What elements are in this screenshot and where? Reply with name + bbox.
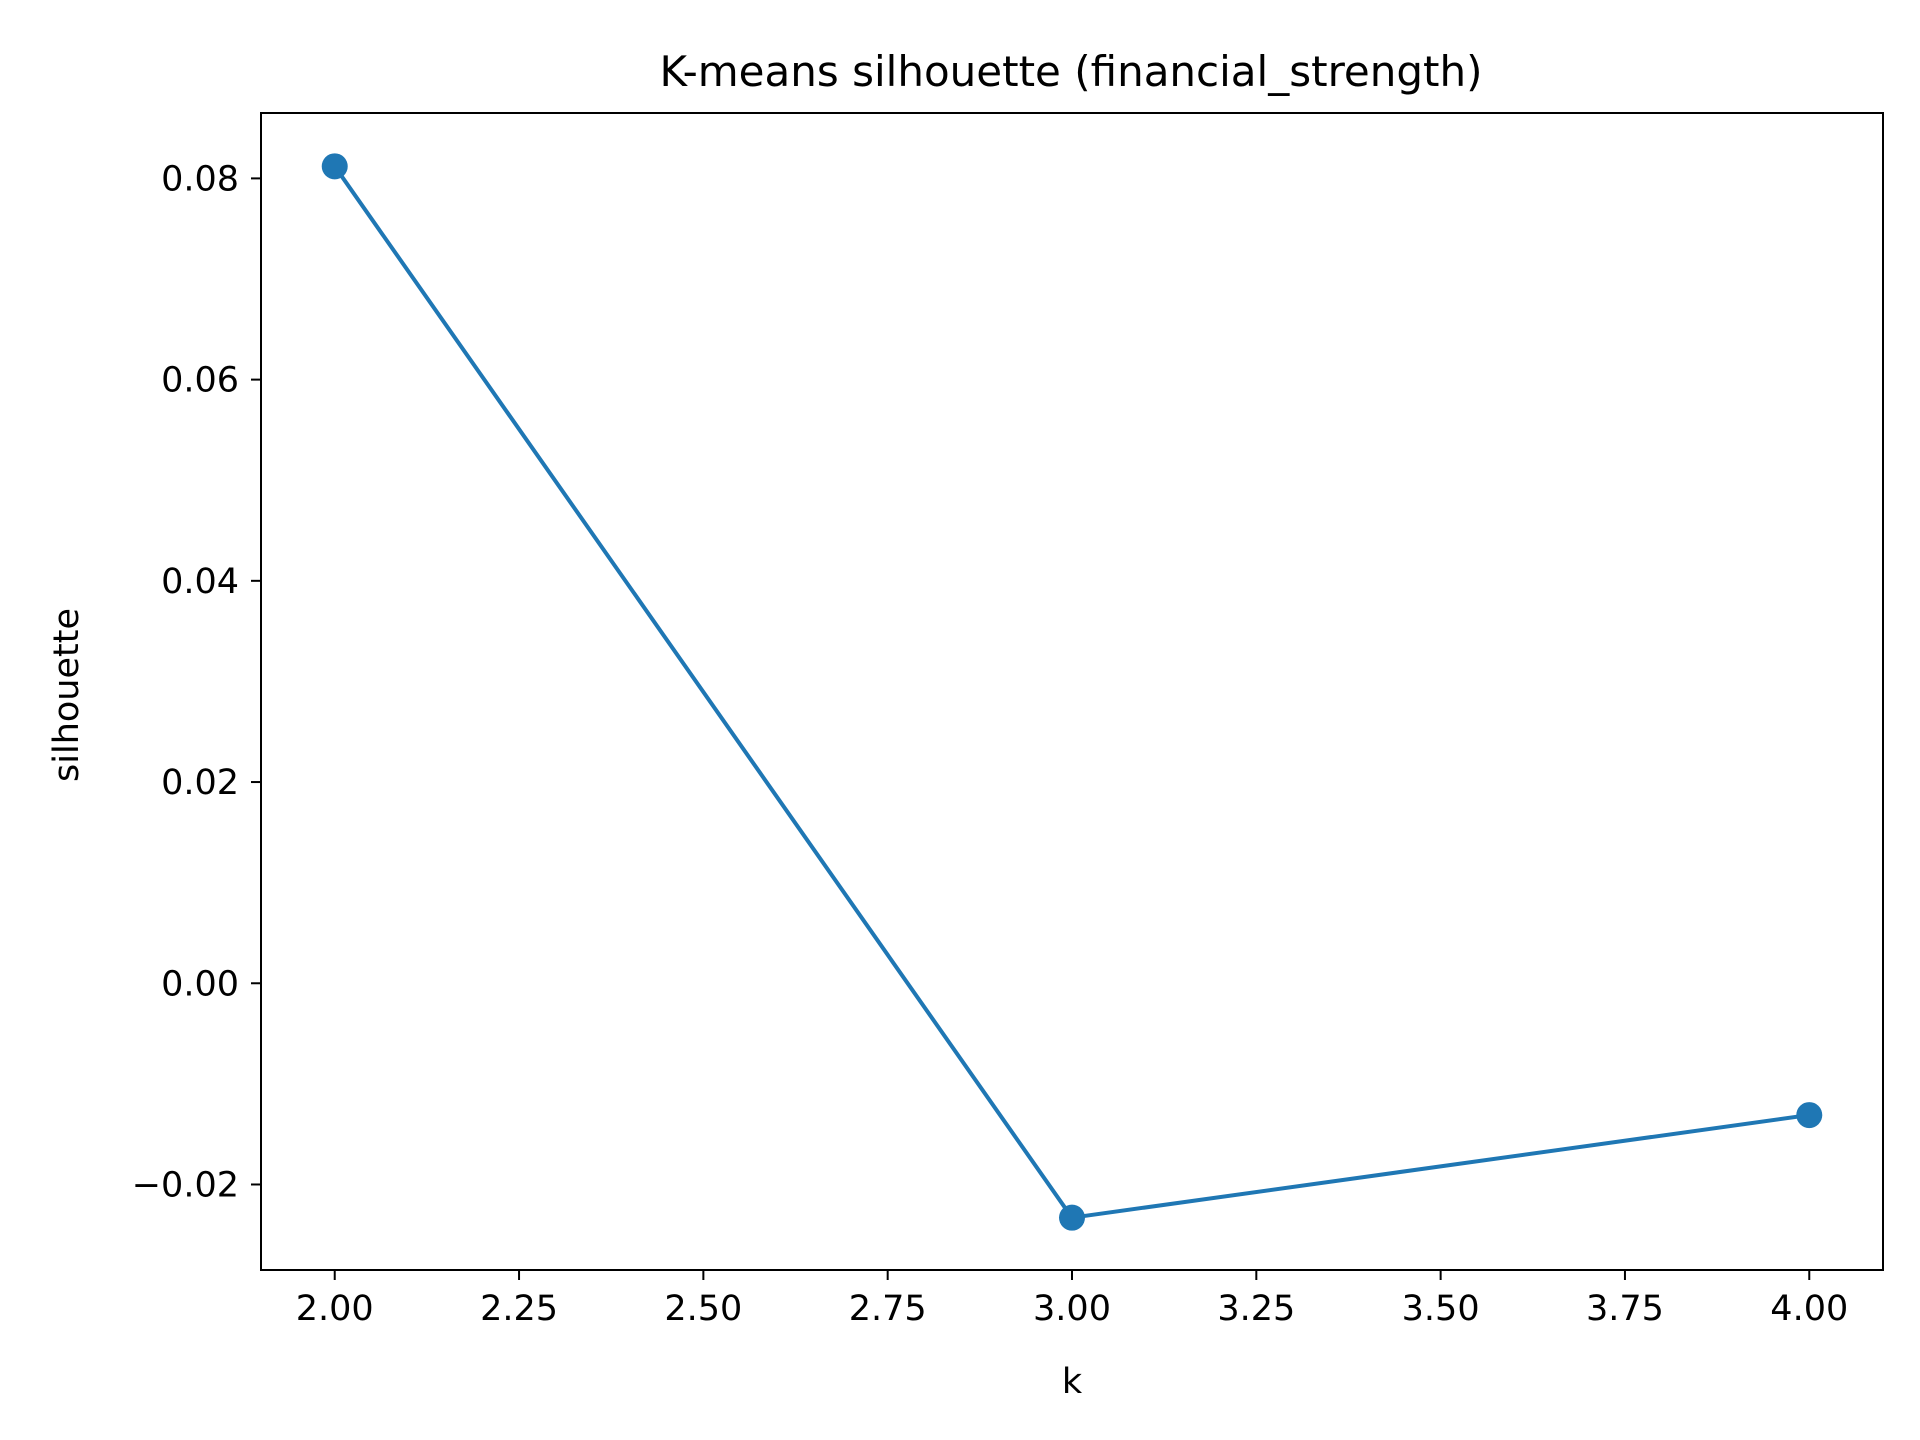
x-tick-label: 2.25 xyxy=(480,1289,558,1329)
x-tick-label: 2.75 xyxy=(849,1289,927,1329)
plot-frame xyxy=(260,112,1884,1271)
x-tick-label: 3.00 xyxy=(1033,1289,1111,1329)
y-tick-label: 0.02 xyxy=(161,763,239,803)
y-tick-label: 0.04 xyxy=(161,562,239,602)
y-tick-label: 0.06 xyxy=(161,361,239,401)
x-tick-label: 2.00 xyxy=(296,1289,374,1329)
data-point xyxy=(321,153,348,180)
x-axis-ticks: 2.00 2.25 2.50 2.75 3.00 3.25 3.50 3.75 4.00 xyxy=(296,1270,1848,1329)
data-point xyxy=(1059,1204,1085,1231)
series-layer xyxy=(321,153,1823,1231)
y-tick-label: 0.00 xyxy=(161,964,239,1004)
y-axis-ticks: −0.02 0.00 0.02 0.04 0.06 0.08 xyxy=(132,159,261,1205)
y-tick-label: −0.02 xyxy=(132,1165,239,1205)
x-tick-label: 3.75 xyxy=(1586,1289,1664,1329)
x-tick-label: 2.50 xyxy=(664,1289,742,1329)
data-point xyxy=(1796,1102,1823,1129)
chart-title: K-means silhouette (financial_strength) xyxy=(659,47,1482,96)
y-axis-label: silhouette xyxy=(47,608,87,782)
x-axis-label: k xyxy=(1062,1362,1083,1402)
x-tick-label: 3.50 xyxy=(1402,1289,1480,1329)
y-tick-label: 0.08 xyxy=(161,159,239,199)
x-tick-label: 4.00 xyxy=(1770,1289,1848,1329)
x-tick-label: 3.25 xyxy=(1217,1289,1295,1329)
